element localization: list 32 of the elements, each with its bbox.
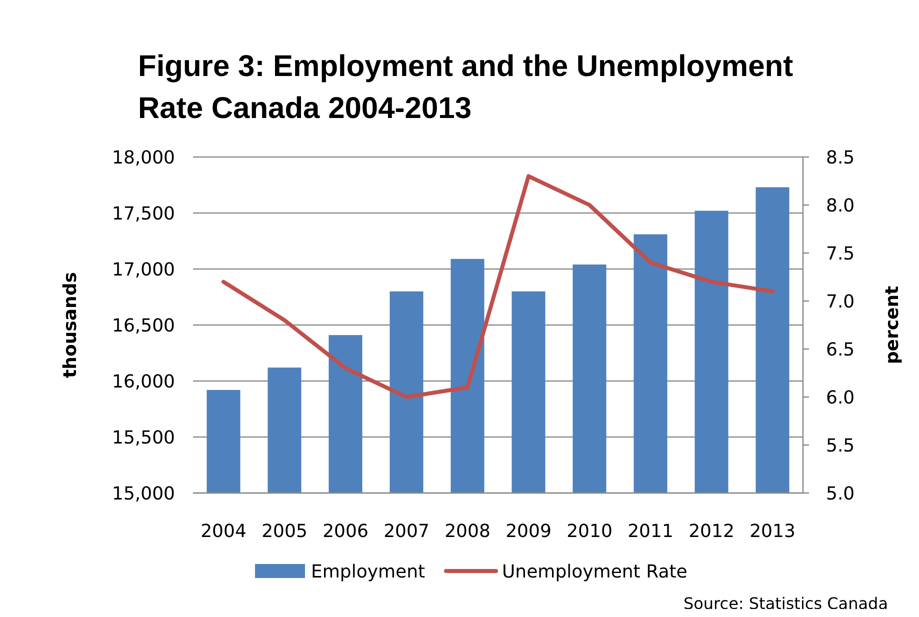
x-tick-label: 2006	[322, 521, 368, 542]
y-tick-label: 17,500	[112, 203, 175, 224]
x-tick-label: 2009	[506, 521, 552, 542]
x-tick-label: 2013	[750, 521, 796, 542]
y2-tick-label: 6.5	[826, 339, 855, 360]
legend-label: Employment	[311, 561, 426, 582]
source-note: Source: Statistics Canada	[683, 594, 888, 613]
x-tick-label: 2012	[688, 521, 734, 542]
x-tick-label: 2007	[384, 521, 430, 542]
x-tick-label: 2010	[566, 521, 612, 542]
y-tick-label: 15,500	[112, 427, 175, 448]
y2-axis-title: percent	[882, 285, 903, 364]
y-tick-label: 18,000	[112, 147, 175, 168]
x-tick-label: 2005	[262, 521, 308, 542]
y-axis-title: thousands	[60, 272, 81, 378]
y-tick-label: 16,500	[112, 315, 175, 336]
y2-tick-label: 5.5	[826, 435, 855, 456]
chart-title: Figure 3: Employment and the Unemployment Rate Canada 2004-2013	[138, 50, 794, 125]
x-tick-label: 2011	[628, 521, 674, 542]
y-tick-label: 15,000	[112, 483, 175, 504]
y2-tick-label: 8.5	[826, 147, 855, 168]
legend-label: Unemployment Rate	[502, 561, 688, 582]
y2-tick-label: 6.0	[826, 387, 855, 408]
y2-tick-label: 7.5	[826, 243, 855, 264]
y2-tick-label: 5.0	[826, 483, 855, 504]
y2-tick-label: 8.0	[826, 195, 855, 216]
y-tick-label: 16,000	[112, 371, 175, 392]
y2-tick-label: 7.0	[826, 291, 855, 312]
y-tick-label: 17,000	[112, 259, 175, 280]
x-tick-label: 2004	[200, 521, 246, 542]
line-series	[222, 174, 774, 399]
x-tick-label: 2008	[444, 521, 490, 542]
